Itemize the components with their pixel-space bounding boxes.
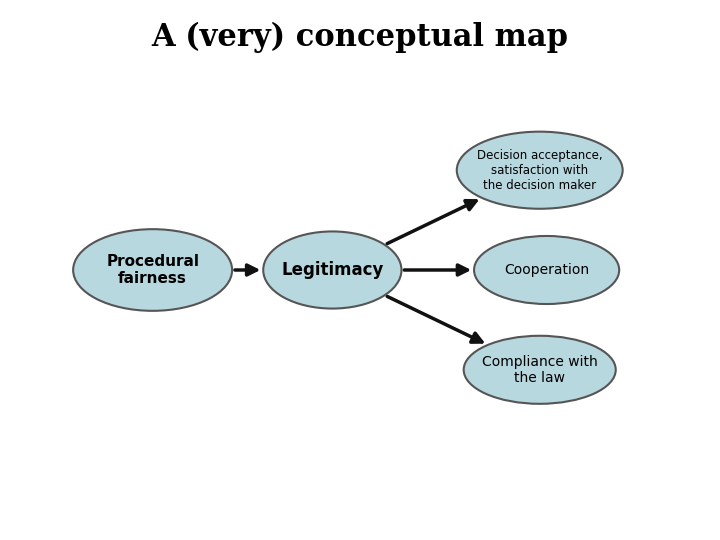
Ellipse shape [474,236,619,304]
Ellipse shape [73,229,232,311]
Ellipse shape [464,336,616,404]
Text: Decision acceptance,
satisfaction with
the decision maker: Decision acceptance, satisfaction with t… [477,148,603,192]
Text: Legitimacy: Legitimacy [282,261,384,279]
Text: A (very) conceptual map: A (very) conceptual map [151,22,569,53]
Text: Compliance with
the law: Compliance with the law [482,355,598,385]
Text: Procedural
fairness: Procedural fairness [106,254,199,286]
Text: Cooperation: Cooperation [504,263,589,277]
Ellipse shape [456,132,623,209]
Ellipse shape [264,232,402,308]
